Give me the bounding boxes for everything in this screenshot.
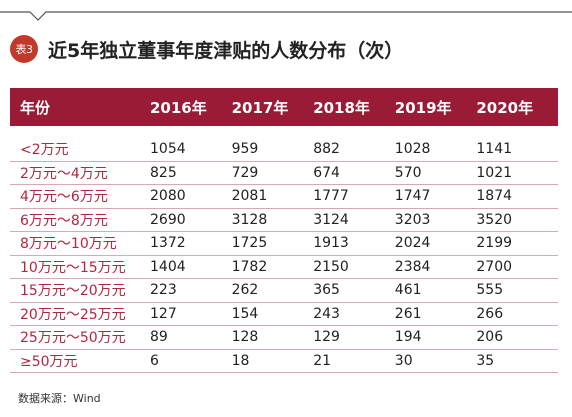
value-cell: 154 [231,302,314,326]
value-cell: 2024 [394,231,477,256]
table-body: <2万元 1054 959 882 1028 1141 2万元～4万元 825 729 674 57… [10,126,558,373]
value-cell: 3128 [231,208,314,232]
value-cell: 21 [313,349,395,373]
column-header: 年份 [10,88,150,126]
row-label-cell: <2万元 [10,126,150,162]
row-label-cell: 25万元～50万元 [10,325,150,350]
value-cell: 825 [150,161,232,185]
table-row: 15万元～20万元 223 262 365 461 555 [10,278,558,303]
row-label-cell: 10万元～15万元 [10,255,150,279]
table-header: 表3 近5年独立董事年度津贴的人数分布（次） [10,34,403,64]
value-cell: 1747 [394,184,477,209]
value-cell: 2384 [394,255,477,279]
table-row: 25万元～50万元 89 128 129 194 206 [10,325,558,350]
value-cell: 266 [476,302,558,326]
value-cell: 1913 [313,231,395,256]
value-cell: 555 [476,278,558,303]
value-cell: 128 [231,325,314,350]
table-row: 10万元～15万元 1404 1782 2150 2384 2700 [10,255,558,279]
value-cell: 223 [150,278,232,303]
value-cell: 1404 [150,255,232,279]
value-cell: 89 [150,325,232,350]
value-cell: 2081 [231,184,314,209]
value-cell: 243 [313,302,395,326]
row-label-cell: ≥50万元 [10,349,150,373]
value-cell: 2080 [150,184,232,209]
value-cell: 129 [313,325,395,350]
value-cell: 30 [394,349,477,373]
value-cell: 882 [313,126,395,162]
value-cell: 1874 [476,184,558,209]
table-title: 近5年独立董事年度津贴的人数分布（次） [48,39,404,62]
table-row: 8万元～10万元 1372 1725 1913 2024 2199 [10,231,558,256]
value-cell: 570 [394,161,477,185]
row-label-cell: 2万元～4万元 [10,161,150,185]
value-cell: 1725 [231,231,314,256]
value-cell: 6 [150,349,232,373]
value-cell: 365 [313,278,395,303]
row-label-cell: 8万元～10万元 [10,231,150,256]
value-cell: 127 [150,302,232,326]
value-cell: 1777 [313,184,395,209]
table-row: 2万元～4万元 825 729 674 570 1021 [10,161,558,185]
row-label-cell: 15万元～20万元 [10,278,150,303]
data-table-container: 年份 2016年 2017年 2018年 2019年 2020年 <2万元 105… [10,88,558,373]
value-cell: 3124 [313,208,395,232]
value-cell: 1028 [394,126,477,162]
table-row: ≥50万元 6 18 21 30 35 [10,349,558,373]
data-table: 年份 2016年 2017年 2018年 2019年 2020年 <2万元 105… [10,88,558,373]
table-number-badge: 表3 [10,35,38,63]
value-cell: 1372 [150,231,232,256]
value-cell: 35 [476,349,558,373]
table-row: 6万元～8万元 2690 3128 3124 3203 3520 [10,208,558,232]
value-cell: 262 [231,278,314,303]
value-cell: 674 [313,161,395,185]
value-cell: 2690 [150,208,232,232]
column-header: 2017年 [231,88,314,126]
table-row: 20万元～25万元 127 154 243 261 266 [10,302,558,326]
column-header: 2019年 [394,88,477,126]
table-header-row: 年份 2016年 2017年 2018年 2019年 2020年 [10,88,558,126]
value-cell: 3203 [394,208,477,232]
value-cell: 1054 [150,126,232,162]
row-label-cell: 4万元～6万元 [10,184,150,209]
value-cell: 3520 [476,208,558,232]
value-cell: 2700 [476,255,558,279]
value-cell: 461 [394,278,477,303]
value-cell: 1782 [231,255,314,279]
data-source-note: 数据来源：Wind [18,392,101,405]
value-cell: 1141 [476,126,558,162]
column-header: 2020年 [476,88,558,126]
value-cell: 2199 [476,231,558,256]
value-cell: 729 [231,161,314,185]
value-cell: 261 [394,302,477,326]
value-cell: 959 [231,126,314,162]
column-header: 2016年 [150,88,232,126]
value-cell: 18 [231,349,314,373]
value-cell: 194 [394,325,477,350]
top-divider-notch [0,11,572,21]
table-row: 4万元～6万元 2080 2081 1777 1747 1874 [10,184,558,209]
table-row: <2万元 1054 959 882 1028 1141 [10,126,558,162]
row-label-cell: 20万元～25万元 [10,302,150,326]
value-cell: 1021 [476,161,558,185]
row-label-cell: 6万元～8万元 [10,208,150,232]
value-cell: 206 [476,325,558,350]
column-header: 2018年 [313,88,395,126]
value-cell: 2150 [313,255,395,279]
